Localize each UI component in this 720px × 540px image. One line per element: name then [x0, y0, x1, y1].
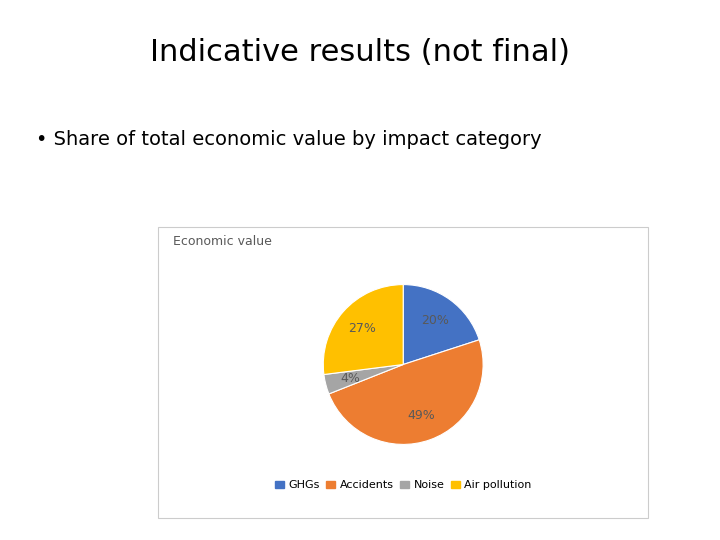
- Wedge shape: [403, 285, 480, 365]
- Text: • Share of total economic value by impact category: • Share of total economic value by impac…: [36, 130, 541, 148]
- Wedge shape: [323, 285, 403, 375]
- Text: 20%: 20%: [421, 314, 449, 327]
- Legend: GHGs, Accidents, Noise, Air pollution: GHGs, Accidents, Noise, Air pollution: [270, 476, 536, 495]
- Wedge shape: [324, 364, 403, 394]
- Text: 4%: 4%: [341, 372, 361, 384]
- Wedge shape: [329, 340, 483, 444]
- FancyBboxPatch shape: [158, 227, 648, 518]
- Text: Economic value: Economic value: [173, 235, 271, 248]
- Text: 49%: 49%: [408, 409, 436, 422]
- Text: Indicative results (not final): Indicative results (not final): [150, 38, 570, 67]
- Text: 27%: 27%: [348, 322, 377, 335]
